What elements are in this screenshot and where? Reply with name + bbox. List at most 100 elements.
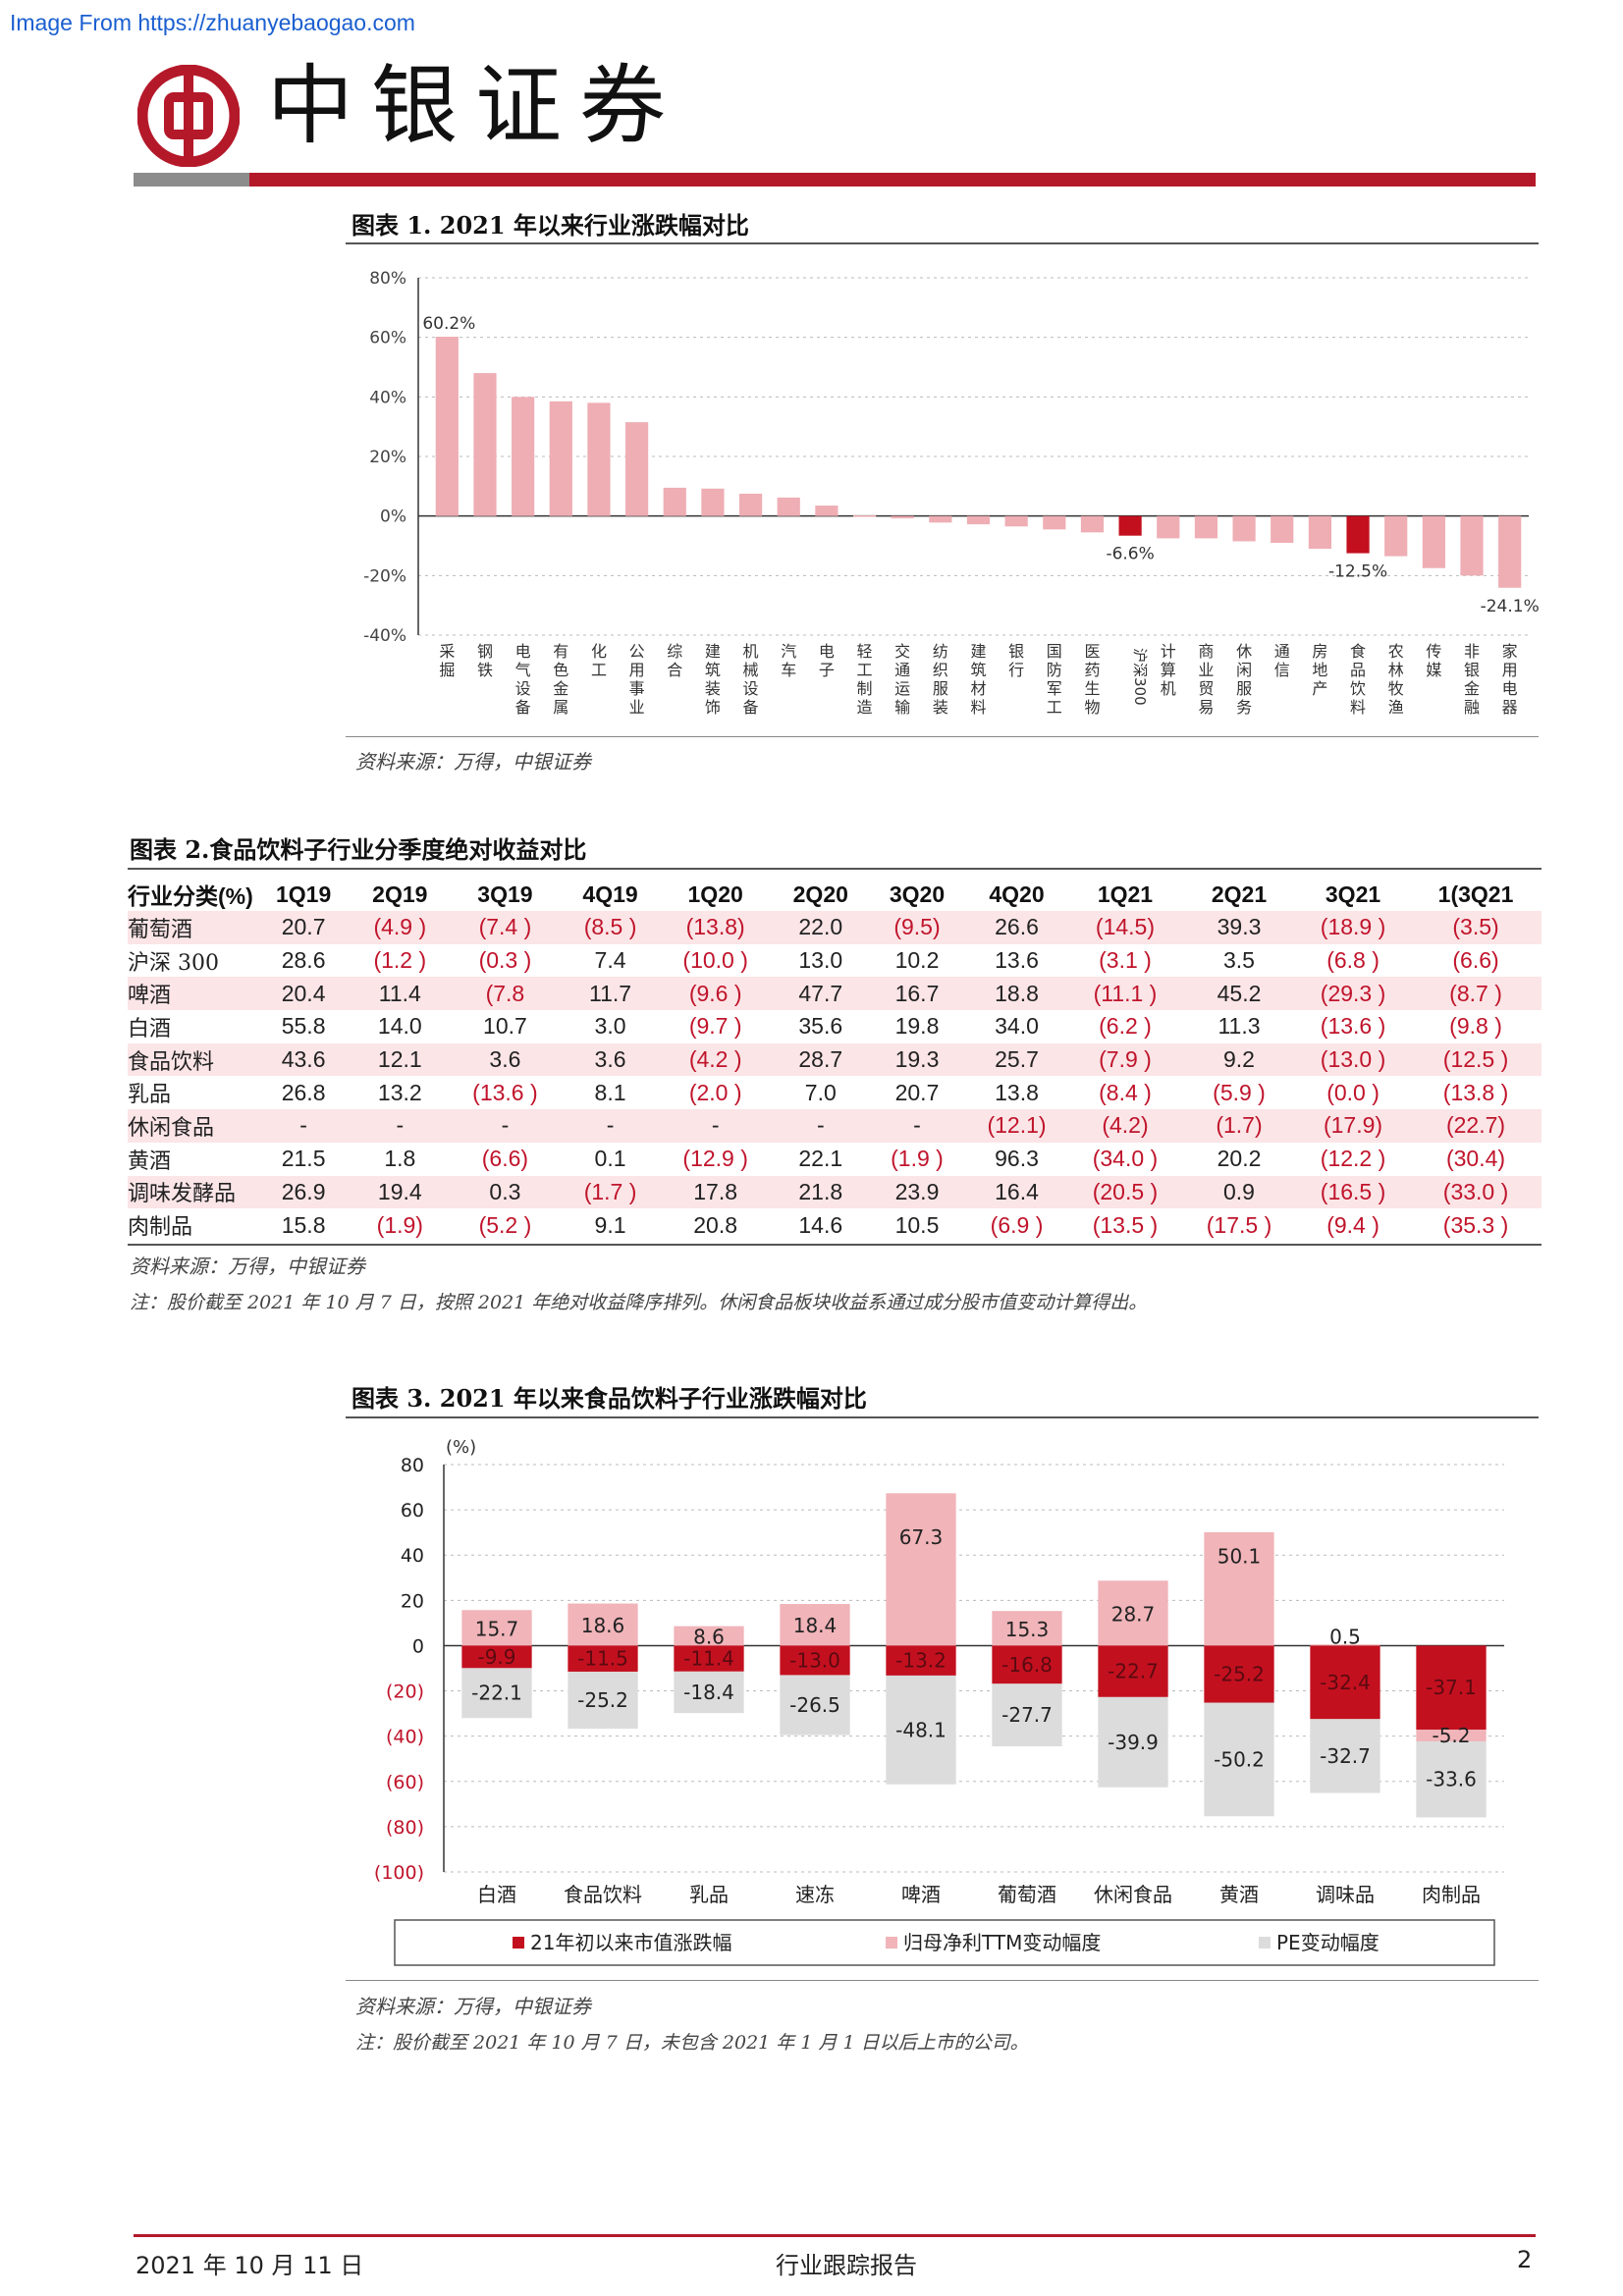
fig3-bar-market (461, 1645, 532, 1669)
table-cell: (9.6 ) (658, 977, 773, 1011)
table-cell: (1.9) (376, 1211, 423, 1238)
fig1-x-tick-label: 轻工制造 (857, 642, 873, 717)
table-cell: 25.7 (965, 1042, 1068, 1077)
table-cell: 26.8 (281, 1079, 326, 1105)
table-cell: (1.9 ) (891, 1146, 944, 1172)
fig3-label-pe: -27.7 (1001, 1703, 1053, 1727)
fig1-x-tick-label: 汽车 (781, 642, 796, 679)
table-cell: (12.2 ) (1320, 1146, 1386, 1172)
fig3-y-tick-label: (40) (386, 1727, 424, 1748)
fig3-label-market: -25.2 (1214, 1662, 1265, 1685)
fig3-legend-swatch (886, 1937, 897, 1949)
fig3-label-market: -9.9 (477, 1645, 515, 1669)
table-row: 白酒 55.8 14.0 10.7 3.0 (9.7 ) 35.6 19.8 34.0 (6.2 … (128, 1010, 1542, 1043)
fig1-bar (1346, 515, 1370, 554)
fig1-bar (1080, 515, 1105, 533)
fig3-x-tick-label: 葡萄酒 (998, 1883, 1056, 1906)
fig2-top-rule (128, 868, 1542, 870)
table-cell: 20.2 (1217, 1146, 1262, 1172)
fig3-y-tick-label: (20) (386, 1682, 424, 1703)
fig1-bar (1043, 515, 1066, 530)
fig3-label-market: -37.1 (1426, 1676, 1477, 1699)
table-row-label: 葡萄酒 (128, 911, 255, 944)
table-cell: (11.1 ) (1067, 977, 1182, 1011)
table-cell: (13.6 ) (472, 1079, 538, 1105)
table-row-label: 肉制品 (128, 1215, 193, 1241)
table-cell: 7.0 (804, 1079, 837, 1105)
table-header-cell: 2Q19 (372, 881, 428, 907)
footer-rule (134, 2234, 1536, 2237)
fig1-x-tick-label: 电子 (819, 642, 835, 679)
table-header-cell: 行业分类(%) (128, 883, 253, 909)
table-cell: (3.1 ) (1099, 947, 1152, 974)
brand-name: 中银证券 (267, 55, 684, 156)
table-cell: 15.8 (281, 1211, 326, 1238)
table-cell: (35.3 ) (1442, 1211, 1509, 1238)
table-cell: (30.4) (1445, 1146, 1506, 1172)
table-cell: (7.4 ) (448, 911, 563, 944)
fig3-bar-profit (461, 1610, 532, 1646)
table-cell: 1.8 (384, 1146, 416, 1172)
table-cell: 22.0 (772, 911, 869, 944)
fig1-bar (1157, 515, 1180, 539)
fig3-label-market: -11.5 (577, 1647, 628, 1671)
table-row-label: 白酒 (128, 1016, 172, 1041)
fig3-x-tick-label: 乳品 (689, 1883, 729, 1906)
table-cell: (34.0 ) (1092, 1146, 1159, 1172)
table-cell: 39.3 (1181, 911, 1297, 944)
table-cell: 13.8 (995, 1079, 1039, 1105)
table-cell: 9.1 (594, 1211, 626, 1238)
fig3-legend-swatch (513, 1937, 524, 1949)
table-cell: (7.9 ) (1067, 1042, 1182, 1077)
fig2-table: 行业分类(%) 1Q19 2Q19 3Q19 4Q19 1Q20 2Q20 3Q20 4Q20 1… (128, 878, 1542, 1242)
fig1-y-tick-label: 20% (369, 448, 406, 467)
table-cell: 0.3 (448, 1175, 563, 1209)
table-header-cell: 3Q20 (889, 881, 946, 907)
fig1-x-tick-label: 银行 (1008, 642, 1024, 679)
fig1-bar (435, 337, 459, 516)
footer-page-number: 2 (1517, 2246, 1533, 2273)
fig3-label-profit: 15.7 (475, 1617, 519, 1640)
fig3-bar-market (886, 1645, 956, 1676)
table-cell: (13.8 ) (1442, 1079, 1509, 1105)
fig1-x-tick-label: 房地产 (1312, 642, 1327, 698)
table-cell: 18.8 (965, 977, 1068, 1011)
table-cell: 7.4 (594, 947, 626, 974)
table-cell: (18.9 ) (1296, 911, 1411, 944)
fig1-bar (929, 515, 952, 523)
fig3-legend-label: PE变动幅度 (1276, 1931, 1380, 1954)
fig1-x-tick-label: 钢铁 (477, 642, 493, 679)
fig3-label-profit: 50.1 (1217, 1545, 1262, 1569)
table-cell: 13.6 (995, 947, 1039, 974)
fig3-source: 资料来源：万得，中银证券 (355, 1995, 591, 2018)
table-cell: 3.6 (448, 1042, 563, 1077)
fig1-bar (473, 373, 497, 516)
fig1-x-tick-label: 沪深300 (1131, 648, 1149, 706)
fig3-bar-pe (461, 1668, 532, 1719)
table-cell: 35.6 (798, 1013, 843, 1040)
table-header-cell: 1Q20 (687, 881, 743, 907)
fig1-bar (1308, 515, 1331, 550)
table-cell: 16.7 (868, 977, 966, 1011)
fig1-x-tick-label: 综合 (667, 642, 682, 679)
fig3-y-tick-label: (80) (386, 1817, 424, 1839)
fig3-bar-pe (568, 1671, 638, 1730)
table-cell: (8.7 ) (1410, 977, 1542, 1011)
fig3-label-market: -16.8 (1001, 1653, 1053, 1677)
table-cell: 21.8 (772, 1175, 869, 1209)
table-row: 肉制品 15.8 (1.9) (5.2 ) 9.1 20.8 14.6 10.5 (6.9 ) (… (128, 1208, 1542, 1242)
table-row-label: 调味发酵品 (128, 1175, 255, 1209)
table-cell: (33.0 ) (1410, 1175, 1542, 1209)
table-cell: 17.8 (658, 1175, 773, 1209)
fig1-top-rule (346, 242, 1539, 244)
table-cell: (16.5 ) (1296, 1175, 1411, 1209)
fig3-bar-market (1204, 1645, 1274, 1703)
table-cell: (9.5) (868, 911, 966, 944)
table-cell: (6.2 ) (1099, 1013, 1152, 1040)
fig3-bar-market (674, 1645, 744, 1672)
fig3-note: 注：股价截至 2021 年 10 月 7 日，未包含 2021 年 1 月 1 … (355, 2032, 1029, 2054)
table-row: 沪深 300 28.6 (1.2 ) (0.3 ) 7.4 (10.0 ) 13.0 10.2… (128, 944, 1542, 978)
table-cell: 16.4 (965, 1175, 1068, 1209)
table-cell: 20.7 (894, 1079, 940, 1105)
fig3-label-market: -13.0 (789, 1648, 840, 1672)
